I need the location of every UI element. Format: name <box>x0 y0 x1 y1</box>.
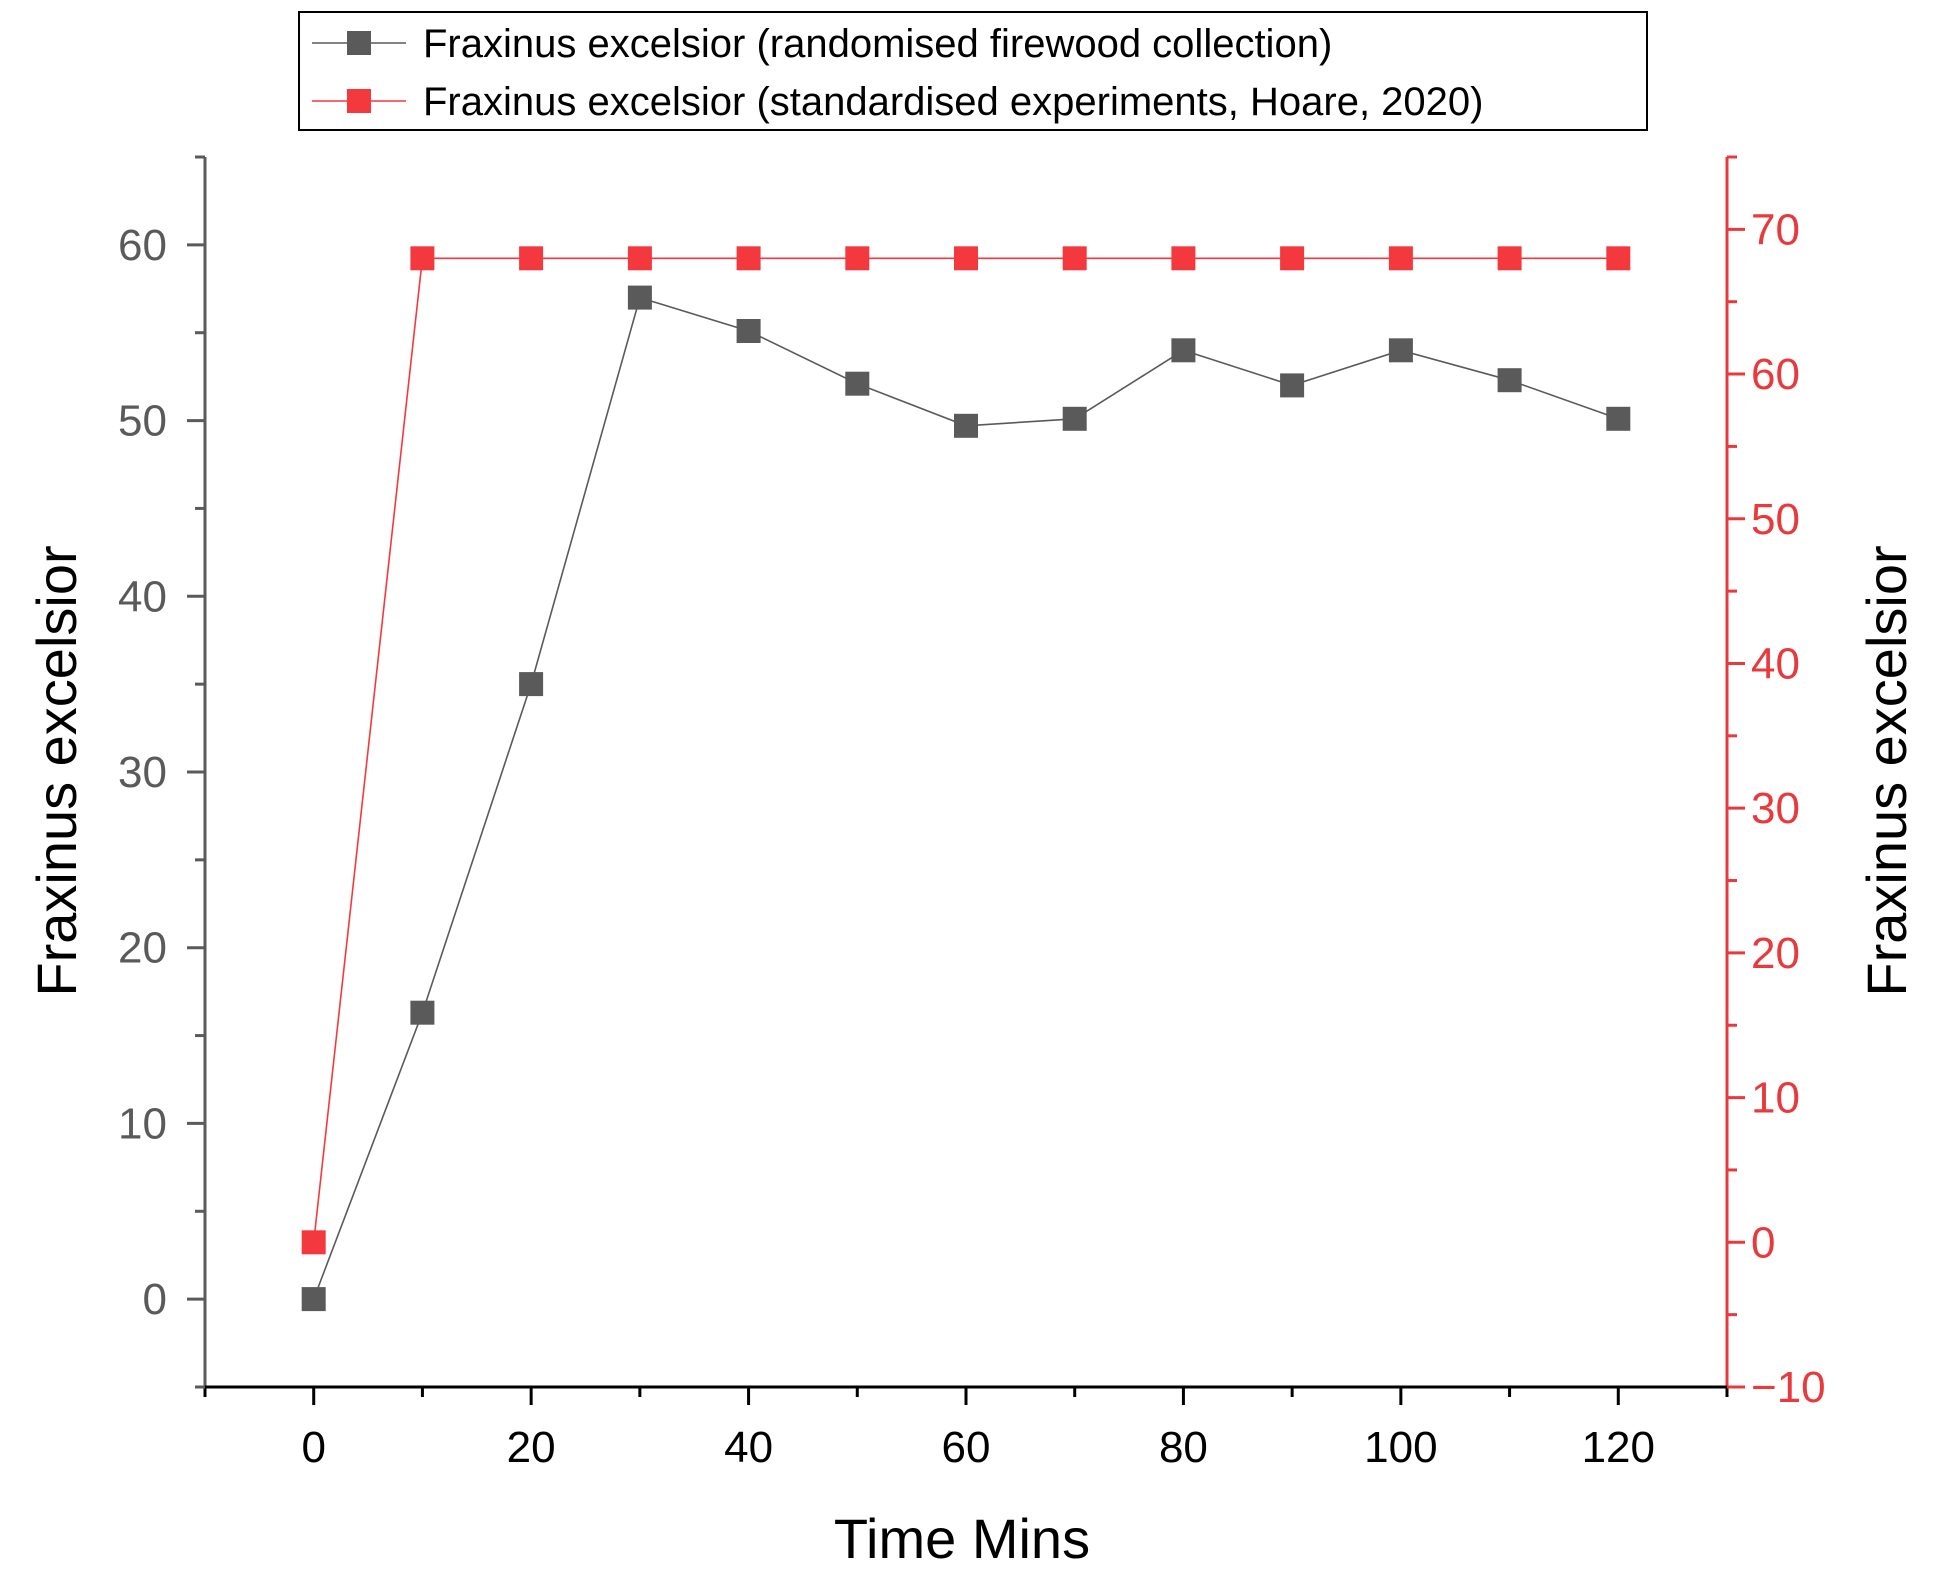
y-right-tick-label: −10 <box>1751 1363 1826 1412</box>
legend-entry-standardised: Fraxinus excelsior (standardised experim… <box>312 80 1484 124</box>
data-point-0 <box>1062 406 1087 431</box>
data-point-1 <box>1388 246 1413 271</box>
series-1 <box>301 246 1631 1255</box>
data-point-0 <box>845 371 870 396</box>
data-point-1 <box>519 246 544 271</box>
y-left-tick-label: 0 <box>143 1275 167 1324</box>
data-point-1 <box>1280 246 1305 271</box>
y-left-tick-label: 20 <box>118 924 167 973</box>
legend-label-randomised: Fraxinus excelsior (randomised firewood … <box>423 22 1332 66</box>
legend: Fraxinus excelsior (randomised firewood … <box>298 11 1648 131</box>
data-point-0 <box>1606 406 1631 431</box>
data-point-1 <box>736 246 761 271</box>
data-point-1 <box>627 246 652 271</box>
x-tick-label: 80 <box>1159 1423 1208 1472</box>
ticks-layer: 0 20 40 60 80 100 120 0 10 20 30 40 50 60 −10 0 10 20 30 40… <box>118 155 1826 1472</box>
y-axis-title-left: Fraxinus excelsior <box>25 545 88 996</box>
series-line-0 <box>312 296 1619 1300</box>
data-point-1 <box>410 246 435 271</box>
data-point-0 <box>736 319 761 343</box>
data-point-1 <box>1171 246 1196 271</box>
x-tick-label: 60 <box>942 1423 991 1472</box>
data-point-0 <box>519 672 544 697</box>
legend-marker-standardised <box>347 89 371 113</box>
x-tick-label: 120 <box>1582 1423 1655 1472</box>
data-point-0 <box>1280 373 1305 398</box>
data-point-1 <box>1497 246 1522 271</box>
data-point-0 <box>1171 338 1196 363</box>
legend-marker-randomised <box>347 31 371 55</box>
series-0 <box>301 285 1631 1312</box>
series-layer <box>301 246 1631 1312</box>
legend-box <box>298 11 1648 131</box>
y-left-tick-label: 40 <box>118 572 167 621</box>
data-point-0 <box>1388 338 1413 363</box>
axes-layer <box>203 157 1729 1389</box>
y-right-tick-label: 50 <box>1751 495 1800 544</box>
data-point-0 <box>954 413 978 438</box>
legend-label-standardised: Fraxinus excelsior (standardised experim… <box>423 80 1484 124</box>
y-right-tick-label: 70 <box>1751 205 1800 254</box>
data-point-1 <box>954 246 978 271</box>
x-tick-label: 40 <box>724 1423 773 1472</box>
y-left-tick-label: 30 <box>118 748 167 797</box>
data-point-1 <box>1062 246 1087 271</box>
data-point-0 <box>627 285 652 310</box>
y-right-tick-label: 10 <box>1751 1074 1800 1123</box>
data-point-1 <box>301 1230 326 1255</box>
x-axis-title: Time Mins <box>834 1507 1090 1570</box>
y-right-tick-label: 0 <box>1751 1218 1775 1267</box>
y-right-tick-label: 30 <box>1751 784 1800 833</box>
y-left-tick-label: 60 <box>118 221 167 270</box>
y-right-tick-label: 60 <box>1751 350 1800 399</box>
y-axis-title-right: Fraxinus excelsior <box>1855 545 1918 996</box>
y-right-tick-label: 40 <box>1751 639 1800 688</box>
data-point-0 <box>301 1287 326 1312</box>
x-tick-label: 100 <box>1364 1423 1437 1472</box>
data-point-0 <box>410 1000 435 1025</box>
y-right-tick-label: 20 <box>1751 929 1800 978</box>
x-tick-label: 20 <box>507 1423 556 1472</box>
data-point-1 <box>845 246 870 271</box>
x-tick-label: 0 <box>301 1423 325 1472</box>
y-left-tick-label: 50 <box>118 397 167 446</box>
y-left-tick-label: 10 <box>118 1099 167 1148</box>
data-point-0 <box>1497 368 1522 393</box>
data-point-1 <box>1606 246 1631 271</box>
legend-entry-randomised: Fraxinus excelsior (randomised firewood … <box>312 22 1332 66</box>
